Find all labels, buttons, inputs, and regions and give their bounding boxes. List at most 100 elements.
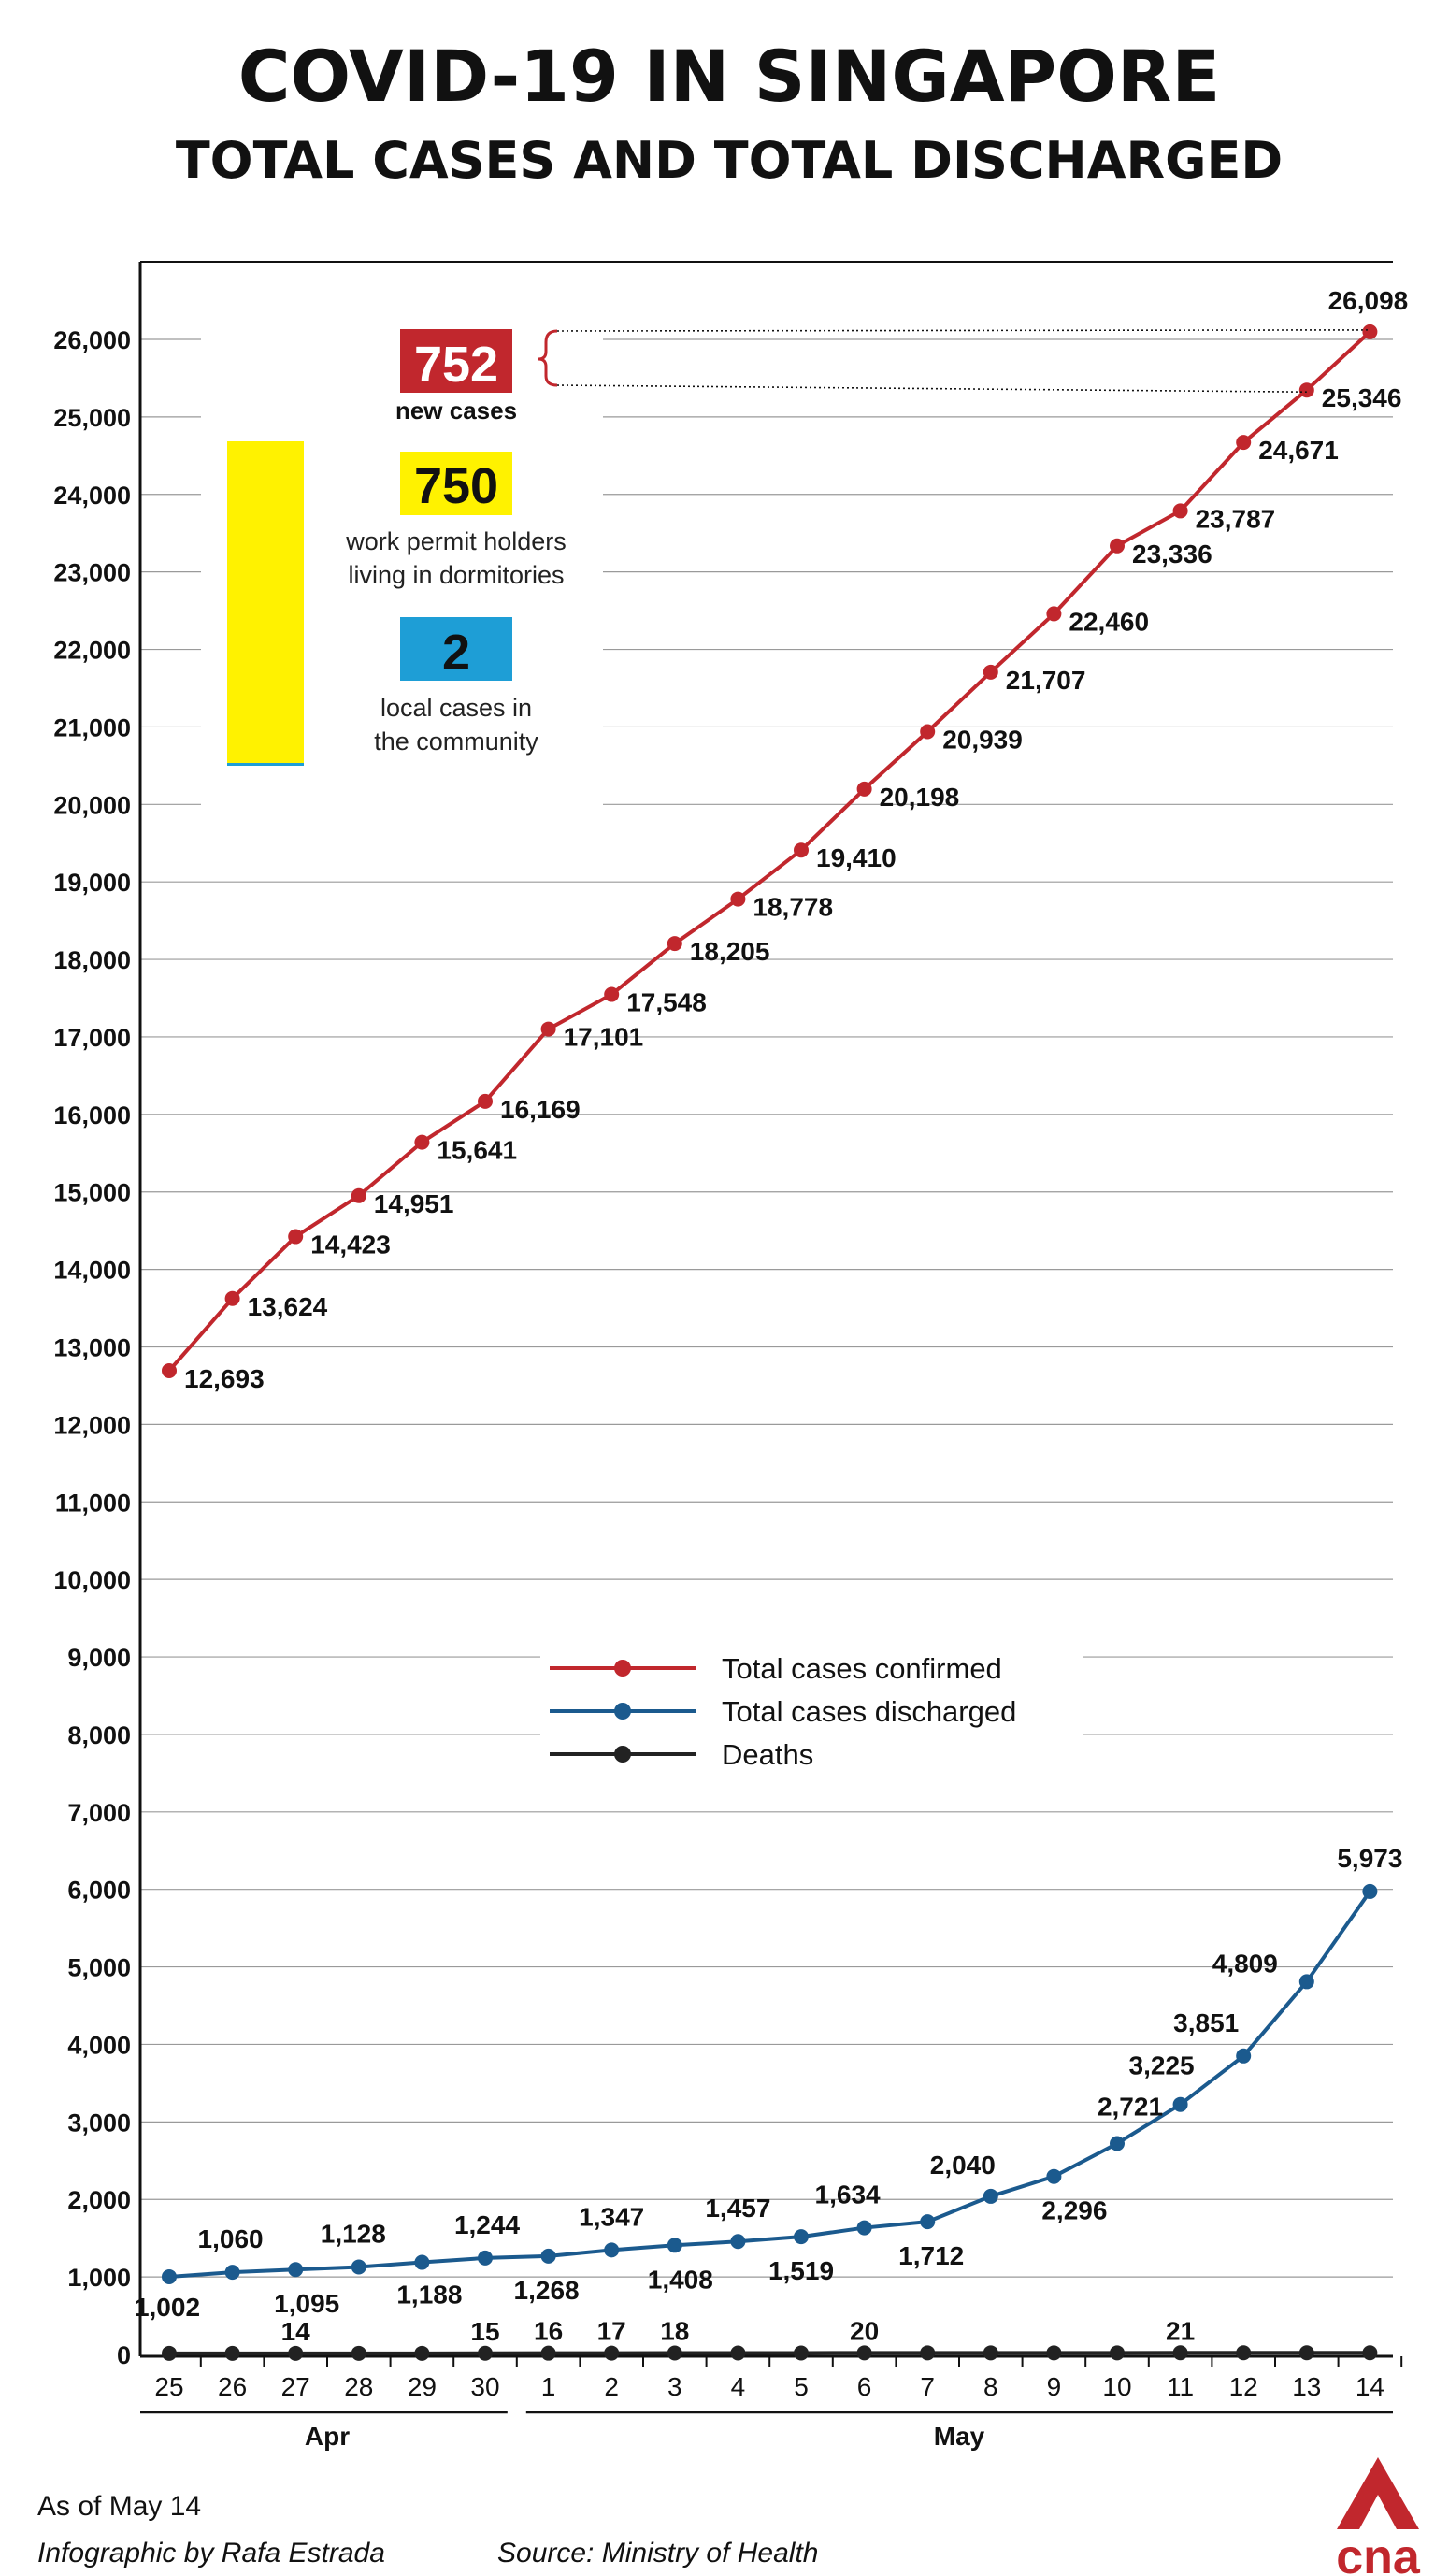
discharged-data-label: 1,634 (815, 2180, 881, 2209)
cna-logo-text: cna (1336, 2530, 1421, 2576)
x-tick-label: 27 (281, 2372, 310, 2401)
discharged-point (540, 2248, 556, 2264)
y-tick-label: 25,000 (53, 404, 131, 432)
discharged-point (1362, 1883, 1378, 1899)
discharged-data-label: 4,809 (1212, 1949, 1278, 1978)
discharged-point (288, 2262, 304, 2278)
discharged-data-label: 1,457 (705, 2194, 770, 2223)
confirmed-point (1046, 606, 1062, 622)
month-label: Apr (305, 2422, 350, 2451)
deaths-point (730, 2345, 746, 2361)
discharged-data-label: 2,721 (1098, 2092, 1163, 2121)
discharged-data-label: 1,128 (321, 2220, 386, 2249)
x-tick-label: 2 (604, 2372, 619, 2401)
y-tick-label: 16,000 (53, 1101, 131, 1130)
confirmed-point (1362, 324, 1378, 339)
discharged-data-label: 2,040 (930, 2151, 996, 2180)
confirmed-data-label: 17,101 (564, 1023, 644, 1052)
confirmed-data-label: 18,205 (690, 937, 770, 966)
callout-brace (538, 329, 558, 387)
confirmed-point (604, 986, 620, 1002)
x-tick-label: 14 (1356, 2372, 1384, 2401)
y-tick-label: 9,000 (67, 1644, 131, 1672)
deaths-data-label: 16 (534, 2317, 563, 2346)
y-tick-label: 17,000 (53, 1024, 131, 1052)
deaths-point (162, 2345, 177, 2361)
discharged-point (794, 2229, 809, 2245)
x-tick-label: 26 (218, 2372, 247, 2401)
x-tick-label: 30 (470, 2372, 499, 2401)
confirmed-point (983, 664, 998, 680)
y-tick-label: 22,000 (53, 637, 131, 665)
deaths-point (1172, 2345, 1188, 2361)
deaths-point (540, 2345, 556, 2361)
x-tick-label: 11 (1167, 2372, 1194, 2401)
discharged-line (168, 1890, 1372, 2279)
chart-subtitle: TOTAL CASES AND TOTAL DISCHARGED (176, 131, 1283, 190)
deaths-data-label: 14 (281, 2317, 311, 2346)
confirmed-point (288, 1229, 304, 1245)
confirmed-data-label: 20,939 (942, 725, 1023, 754)
legend-marker-discharged (614, 1703, 631, 1720)
discharged-point (1298, 1974, 1314, 1990)
deaths-point (920, 2345, 936, 2361)
discharged-point (1236, 2048, 1252, 2064)
y-tick-label: 1,000 (67, 2264, 131, 2292)
discharged-point (667, 2238, 682, 2253)
discharged-data-label: 1,002 (135, 2293, 200, 2322)
confirmed-point (414, 1134, 430, 1150)
confirmed-data-label: 19,410 (816, 843, 897, 872)
legend-label-confirmed: Total cases confirmed (722, 1652, 1002, 1685)
discharged-point (730, 2234, 746, 2250)
legend-marker-confirmed (614, 1660, 631, 1677)
community-value: 2 (442, 625, 470, 681)
discharged-point (983, 2188, 998, 2204)
dorm-label-line2: living in dormitories (348, 561, 564, 589)
grid-layer (140, 338, 1393, 2278)
discharged-data-label: 2,296 (1041, 2196, 1107, 2225)
y-tick-label: 5,000 (67, 1954, 131, 1982)
discharged-point (478, 2250, 493, 2266)
discharged-point (351, 2259, 366, 2275)
discharged-data-label: 3,225 (1129, 2051, 1195, 2080)
confirmed-point (224, 1290, 240, 1306)
confirmed-data-label: 24,671 (1258, 436, 1339, 465)
confirmed-data-label: 15,641 (437, 1136, 517, 1165)
confirmed-point (856, 781, 872, 797)
connector-top (556, 329, 1370, 332)
discharged-point (414, 2254, 430, 2270)
confirmed-point (351, 1187, 366, 1203)
y-tick-label: 18,000 (53, 946, 131, 974)
deaths-point (856, 2345, 872, 2361)
dorm-badge (400, 452, 512, 515)
discharged-point (604, 2242, 620, 2258)
confirmed-data-label: 14,423 (310, 1230, 391, 1259)
deaths-point (478, 2345, 493, 2361)
series-layer (162, 324, 1378, 2361)
legend-label-discharged: Total cases discharged (722, 1695, 1016, 1728)
y-tick-label: 14,000 (53, 1257, 131, 1285)
confirmed-point (920, 724, 936, 740)
deaths-data-label: 21 (1166, 2316, 1195, 2345)
confirmed-data-label: 20,198 (880, 783, 960, 812)
discharged-point (224, 2265, 240, 2281)
dorm-value: 750 (414, 458, 498, 514)
y-tick-label: 24,000 (53, 482, 131, 510)
x-tick-label: 13 (1292, 2372, 1321, 2401)
community-label-line1: local cases in (380, 694, 532, 722)
y-tick-label: 26,000 (53, 326, 131, 354)
y-tick-label: 11,000 (55, 1489, 131, 1517)
y-tick-label: 12,000 (53, 1411, 131, 1439)
deaths-point (604, 2345, 620, 2361)
deaths-point (224, 2345, 240, 2361)
x-tick-label: 28 (344, 2372, 373, 2401)
confirmed-data-label: 14,951 (374, 1189, 454, 1218)
confirmed-point (478, 1093, 493, 1109)
confirmed-data-label: 22,460 (1069, 607, 1149, 636)
confirmed-point (1298, 382, 1314, 398)
confirmed-point (1236, 435, 1252, 451)
new-cases-callout: 752 new cases 750 work permit holders li… (201, 313, 603, 818)
y-tick-label: 6,000 (67, 1877, 131, 1905)
confirmed-data-label: 23,336 (1132, 540, 1212, 568)
community-label-line2: the community (374, 727, 538, 756)
